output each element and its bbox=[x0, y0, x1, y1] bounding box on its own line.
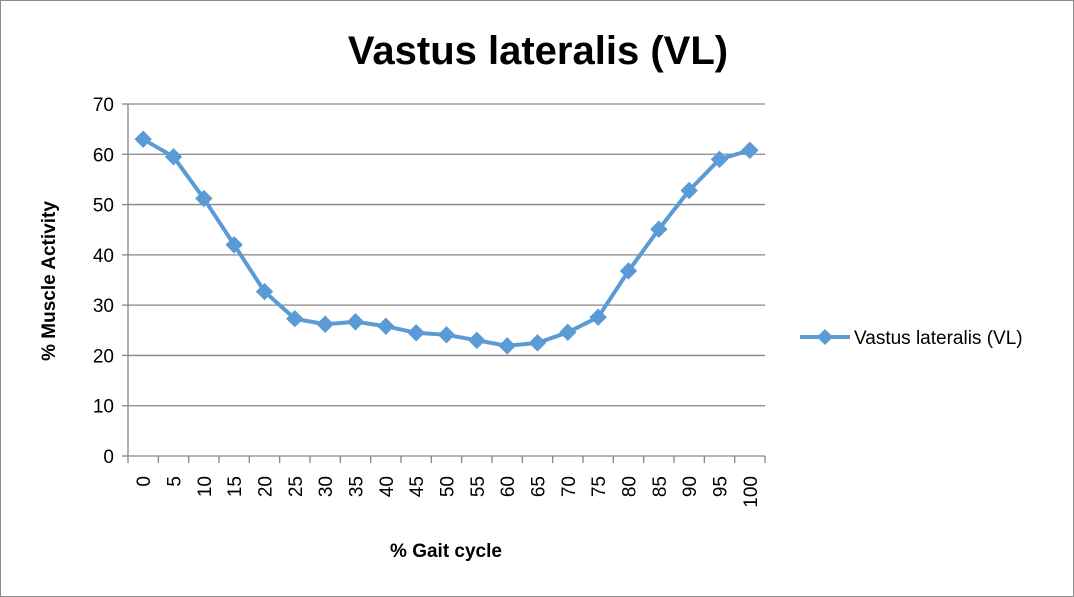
x-tick-label: 95 bbox=[711, 476, 732, 497]
x-tick-label: 70 bbox=[559, 476, 580, 497]
x-tick-label: 55 bbox=[468, 476, 489, 497]
x-tick-label: 0 bbox=[134, 476, 155, 487]
data-point bbox=[195, 189, 213, 208]
x-tick-label: 40 bbox=[377, 476, 398, 497]
data-point bbox=[741, 141, 759, 159]
y-tick-label: 10 bbox=[93, 397, 114, 418]
y-tick-label: 20 bbox=[93, 346, 114, 367]
data-point bbox=[225, 236, 243, 254]
legend-series-marker bbox=[817, 329, 833, 345]
series-layer bbox=[134, 130, 759, 355]
x-tick-label: 50 bbox=[438, 476, 459, 497]
x-tick-label: 5 bbox=[165, 476, 186, 487]
y-tick-label: 60 bbox=[93, 145, 114, 166]
data-point bbox=[528, 334, 547, 352]
x-tick-label: 90 bbox=[680, 476, 701, 497]
data-point bbox=[680, 181, 698, 200]
data-point bbox=[589, 308, 607, 326]
x-tick-label: 100 bbox=[741, 476, 762, 508]
legend-series-label: Vastus lateralis (VL) bbox=[854, 328, 1023, 349]
data-point bbox=[134, 130, 152, 148]
data-point bbox=[407, 324, 425, 342]
x-tick-label: 10 bbox=[195, 476, 216, 497]
data-point bbox=[164, 148, 183, 166]
data-point bbox=[437, 326, 456, 344]
data-point bbox=[346, 313, 365, 331]
x-tick-label: 80 bbox=[620, 476, 641, 497]
data-point bbox=[498, 337, 516, 355]
gridlines bbox=[128, 103, 765, 407]
x-tick-label: 75 bbox=[589, 476, 610, 497]
y-tick-label: 70 bbox=[93, 95, 114, 116]
y-tick-label: 30 bbox=[93, 296, 114, 317]
x-tick-label: 30 bbox=[316, 476, 337, 497]
data-point bbox=[286, 310, 304, 328]
x-tick-label: 20 bbox=[256, 476, 277, 497]
data-point bbox=[619, 262, 638, 280]
data-point bbox=[316, 315, 334, 333]
data-point bbox=[710, 150, 729, 169]
x-tick-label: 25 bbox=[286, 476, 307, 497]
x-tick-label: 15 bbox=[225, 476, 246, 497]
x-tick-label: 35 bbox=[347, 476, 368, 497]
x-tick-label: 60 bbox=[498, 476, 519, 497]
y-tick-label: 0 bbox=[103, 447, 114, 468]
data-point bbox=[255, 282, 274, 301]
x-tick-label: 65 bbox=[529, 476, 550, 497]
data-point bbox=[377, 317, 395, 335]
y-tick-label: 50 bbox=[93, 196, 114, 217]
legend: Vastus lateralis (VL) bbox=[800, 328, 1023, 349]
chart-title: Vastus lateralis (VL) bbox=[348, 29, 728, 73]
x-axis-title: % Gait cycle bbox=[390, 541, 502, 562]
x-tick-label: 45 bbox=[407, 476, 428, 497]
x-axis-ticks: 0 5 10 15 20 25 30 35 40 45 50 55 60 65 70 75 80 85 90 95 10… bbox=[127, 456, 766, 508]
data-point bbox=[559, 323, 577, 342]
y-axis-title: % Muscle Activity bbox=[39, 201, 60, 361]
axes bbox=[127, 104, 765, 457]
y-tick-label: 40 bbox=[93, 246, 114, 267]
data-point bbox=[468, 331, 486, 350]
y-axis-ticks: 0 10 20 30 40 50 60 70 bbox=[93, 95, 128, 468]
data-point bbox=[650, 220, 668, 238]
x-tick-label: 85 bbox=[650, 476, 671, 497]
